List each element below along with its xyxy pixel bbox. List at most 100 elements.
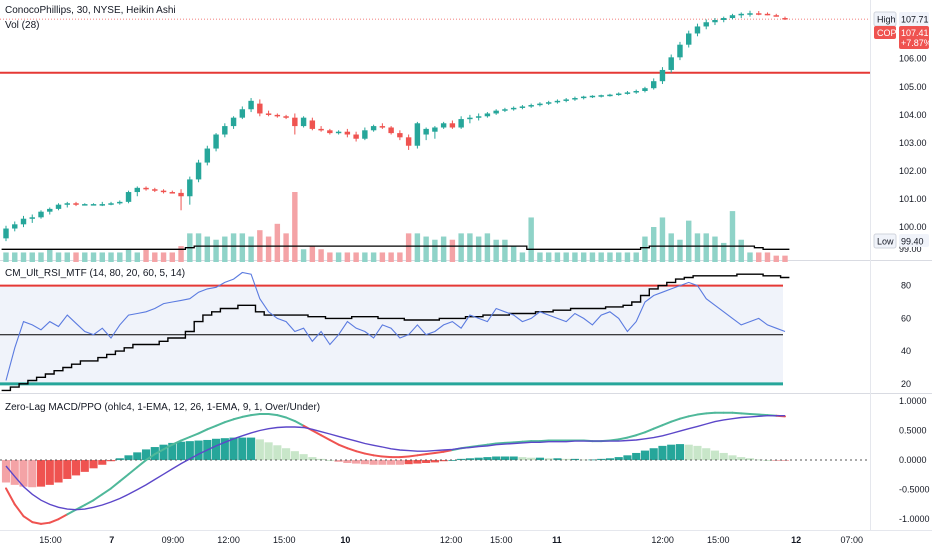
candle-body [694, 26, 701, 34]
candle [659, 67, 666, 84]
candle [353, 131, 359, 142]
macd-histogram-bar [133, 452, 142, 461]
candle [423, 127, 429, 141]
candle [379, 123, 386, 129]
macd-line-segment [75, 503, 86, 511]
volume-bar [659, 217, 666, 262]
macd-histogram-bar [28, 460, 37, 488]
volume-bar [467, 233, 473, 262]
volume-ma-line [1, 245, 790, 250]
candle-body [353, 134, 359, 139]
symbol-title: ConocoPhillips, 30, NYSE, Heikin Ashi [5, 5, 176, 16]
candle [624, 91, 631, 95]
volume-bar [668, 233, 674, 262]
macd-line-segment [293, 420, 305, 427]
time-tick-label: 15:00 [707, 535, 730, 545]
candle-body [248, 100, 254, 110]
macd-histogram-bar [605, 458, 615, 461]
time-tick-label: 12:00 [217, 535, 240, 545]
candle [239, 106, 246, 120]
candle [773, 13, 779, 17]
low-value: 99.40 [901, 237, 924, 247]
candle-body [3, 228, 9, 239]
macd-histogram-bar [570, 458, 580, 461]
volume-bar [756, 252, 762, 262]
candle-body [169, 192, 176, 194]
macd-histogram-bar [360, 460, 369, 465]
volume-bar [502, 239, 508, 262]
candle-body [764, 13, 771, 16]
rsi-line [5, 271, 786, 381]
candle-body [388, 127, 394, 134]
macd-histogram-bar [675, 444, 685, 461]
candle [64, 201, 70, 208]
macd-line-segment [57, 513, 69, 521]
macd-line-segment [372, 454, 384, 458]
macd-line-segment [285, 416, 296, 423]
volume-bar [572, 252, 578, 262]
candle-body [257, 103, 263, 114]
volume-bar [353, 252, 359, 262]
macd-histogram-bar [640, 450, 650, 461]
candle [90, 203, 97, 206]
time-tick-label: 15:00 [273, 535, 296, 545]
candle-body [458, 119, 464, 128]
macd-line-segment [678, 415, 690, 420]
candle [248, 98, 254, 113]
macd-histogram-bar [535, 457, 544, 461]
macd-histogram-bar [597, 458, 606, 461]
candle-body [747, 13, 753, 15]
macd-line-segment [92, 493, 104, 502]
candle-body [64, 203, 70, 205]
macd-line-segment [617, 436, 629, 441]
macd-histogram-bar [255, 439, 264, 461]
macd-histogram-bar [229, 437, 238, 461]
candle [187, 176, 193, 205]
rsi-tick-label: 20 [901, 379, 911, 389]
candle [572, 96, 578, 101]
macd-histogram-bar [754, 459, 763, 461]
macd-line-segment [626, 434, 638, 439]
macd-line-segment [512, 440, 524, 444]
candle-body [195, 162, 202, 180]
macd-line-segment [407, 454, 419, 458]
macd-histogram-bar [290, 451, 299, 461]
candle-body [502, 109, 508, 111]
candle-body [677, 44, 683, 58]
axis-layer: 106.00105.00104.00103.00102.00101.00100.… [39, 54, 929, 545]
time-tick-label: 15:00 [490, 535, 513, 545]
volume-bar [554, 252, 561, 262]
volume-bar [537, 252, 543, 262]
macd-line-segment [495, 441, 506, 445]
macd-histogram-bar [194, 440, 203, 461]
macd-histogram-bar [264, 442, 273, 461]
rsi-tick-label: 60 [901, 313, 911, 323]
macd-histogram-bar [10, 460, 19, 485]
macd-histogram-bar [649, 448, 658, 461]
last-price-badge [899, 26, 929, 49]
macd-histogram-bar [430, 460, 439, 463]
candle [510, 106, 517, 111]
volume-bar [563, 252, 569, 262]
candle [475, 113, 482, 121]
candle [55, 203, 62, 211]
volume-bar [694, 233, 701, 262]
candle-body [633, 91, 639, 93]
volume-bar [204, 236, 211, 262]
volume-bar [274, 223, 281, 262]
candle-body [721, 18, 727, 20]
candle [274, 113, 281, 118]
macd-line-segment [13, 503, 25, 518]
candle-body [327, 130, 333, 134]
volume-bar [598, 252, 604, 262]
candle-body [152, 189, 158, 191]
macd-histogram-bar [334, 460, 343, 462]
candle-body [440, 123, 447, 128]
candle [563, 98, 569, 103]
candle [756, 11, 762, 16]
volume-bar [178, 246, 184, 262]
macd-line-segment [687, 413, 699, 418]
macd-histogram-bar [684, 444, 693, 461]
macd-tick-label: 0.0000 [899, 455, 927, 465]
